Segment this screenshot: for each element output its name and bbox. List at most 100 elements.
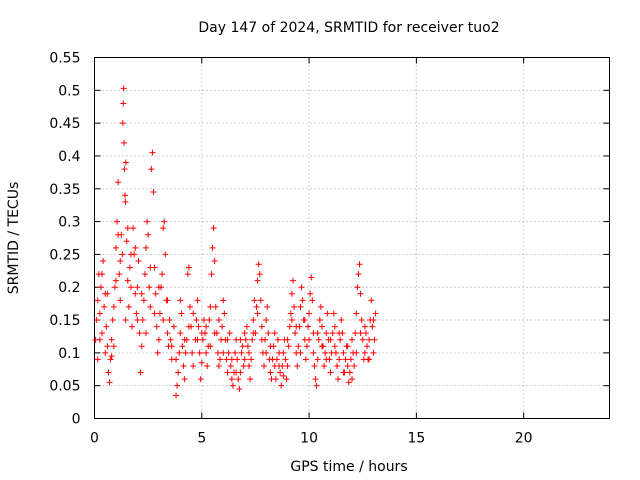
data-point <box>295 343 302 350</box>
data-point <box>197 376 204 383</box>
data-point <box>253 303 260 310</box>
data-point <box>120 85 127 92</box>
data-point <box>124 225 131 232</box>
data-point <box>151 310 158 317</box>
data-point <box>347 356 354 363</box>
data-point <box>134 317 141 324</box>
data-point <box>119 120 126 127</box>
data-point <box>143 330 149 337</box>
data-point <box>124 277 131 284</box>
data-point <box>369 323 376 330</box>
data-point <box>221 310 228 317</box>
x-tick-label: 5 <box>197 431 206 447</box>
data-point <box>302 356 309 363</box>
data-point <box>108 336 115 343</box>
data-point <box>241 356 248 363</box>
data-point <box>361 349 368 356</box>
data-point <box>121 192 128 199</box>
y-axis-label: SRMTID / TECUs <box>6 182 22 295</box>
data-point <box>175 369 182 376</box>
data-point <box>209 244 216 251</box>
data-point <box>206 317 213 324</box>
data-point <box>210 225 217 232</box>
data-point <box>305 323 312 330</box>
data-point <box>238 349 245 356</box>
data-point <box>99 330 106 337</box>
data-point <box>286 323 293 330</box>
x-tick-label: 10 <box>300 431 318 447</box>
y-tick-label: 0.55 <box>49 51 80 67</box>
data-point <box>309 297 316 304</box>
data-point <box>256 271 263 278</box>
data-point <box>234 356 241 363</box>
chart-title: Day 147 of 2024, SRMTID for receiver tuo… <box>198 20 499 36</box>
data-point <box>149 149 156 156</box>
data-point <box>287 310 294 317</box>
data-point <box>235 376 242 383</box>
y-tick-label: 0.45 <box>49 116 80 132</box>
data-point <box>167 336 174 343</box>
data-point <box>228 356 235 363</box>
data-point <box>127 284 134 291</box>
data-point <box>211 330 218 337</box>
data-point <box>314 356 321 363</box>
data-point <box>110 303 117 310</box>
data-point <box>298 284 305 291</box>
data-point <box>277 369 284 376</box>
data-point <box>340 349 347 356</box>
data-point <box>331 323 338 330</box>
data-point <box>307 290 314 297</box>
data-point <box>310 349 317 356</box>
data-point <box>150 189 157 196</box>
data-point <box>99 271 106 278</box>
data-point <box>274 336 281 343</box>
data-point <box>250 330 257 337</box>
data-point <box>247 376 254 383</box>
data-point <box>240 362 247 369</box>
data-point <box>123 238 130 245</box>
data-point <box>97 284 104 291</box>
data-point <box>178 310 185 317</box>
data-point <box>190 310 197 317</box>
data-point <box>366 356 373 363</box>
data-point <box>198 359 205 366</box>
data-point <box>156 310 163 317</box>
data-point <box>361 323 368 330</box>
data-point <box>258 323 265 330</box>
data-point <box>138 343 145 350</box>
data-point <box>112 277 119 284</box>
data-point <box>263 349 270 356</box>
data-point <box>105 369 112 376</box>
data-point <box>125 303 132 310</box>
data-point <box>368 297 375 304</box>
data-point <box>370 317 377 324</box>
data-point <box>318 323 325 330</box>
data-point <box>342 356 349 363</box>
data-point <box>130 225 137 232</box>
data-point <box>265 330 272 337</box>
data-point <box>344 362 351 369</box>
data-point <box>330 310 337 317</box>
data-point <box>267 343 274 350</box>
data-point <box>261 362 268 369</box>
data-point <box>323 356 330 363</box>
data-point <box>162 251 169 258</box>
data-point <box>254 310 261 317</box>
data-point <box>147 264 154 271</box>
data-point <box>301 317 308 324</box>
data-point <box>185 323 192 330</box>
data-point <box>288 290 295 297</box>
data-point <box>208 271 215 278</box>
data-point <box>196 349 203 356</box>
data-point <box>100 257 107 264</box>
data-point <box>173 392 180 399</box>
data-point <box>241 330 248 337</box>
data-point <box>96 310 103 317</box>
data-point <box>146 284 153 291</box>
data-point <box>312 376 319 383</box>
data-point <box>152 290 159 297</box>
data-point <box>297 303 304 310</box>
data-point <box>145 231 152 238</box>
data-point <box>327 336 334 343</box>
